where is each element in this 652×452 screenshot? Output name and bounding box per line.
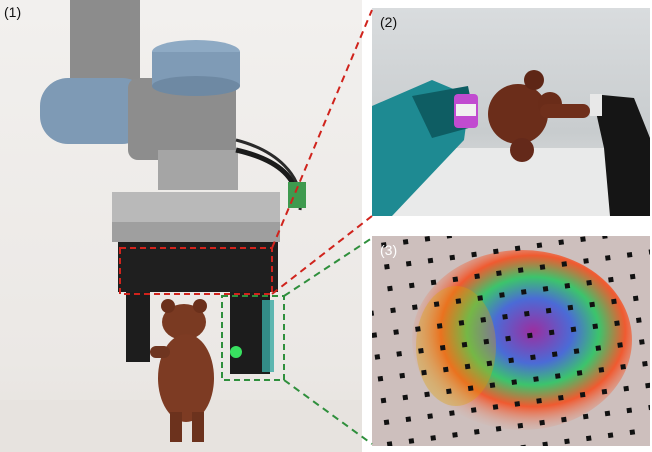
robot-gripper-illustration [0,0,362,452]
bear-head [162,304,206,340]
gripper-finger-left [126,292,150,362]
tactile-sensor-gel [262,300,274,372]
robot-photo-panel: (1) [0,0,362,452]
green-connector [288,182,306,208]
robot-wrist [128,78,236,160]
bear-closeup [488,84,548,144]
black-finger [592,94,650,216]
panel-label-3: (3) [380,242,398,258]
bear-arm [150,346,170,358]
robot-arm-upper [70,0,140,90]
green-callout-box [221,295,285,381]
closeup-illustration [372,70,650,216]
panel-label-2: (2) [380,14,398,30]
robot-joint-left [40,78,150,144]
robot-flange [158,150,238,190]
panel-label-1: (1) [4,4,22,20]
sensor-led [230,346,242,358]
gripper-body [118,242,278,292]
tactile-illustration [372,236,650,446]
tactile-image-panel: (3) [372,236,650,446]
bear-body [158,334,214,422]
gripper-closeup-panel: (2) [372,8,650,216]
marker-dots [372,236,650,446]
